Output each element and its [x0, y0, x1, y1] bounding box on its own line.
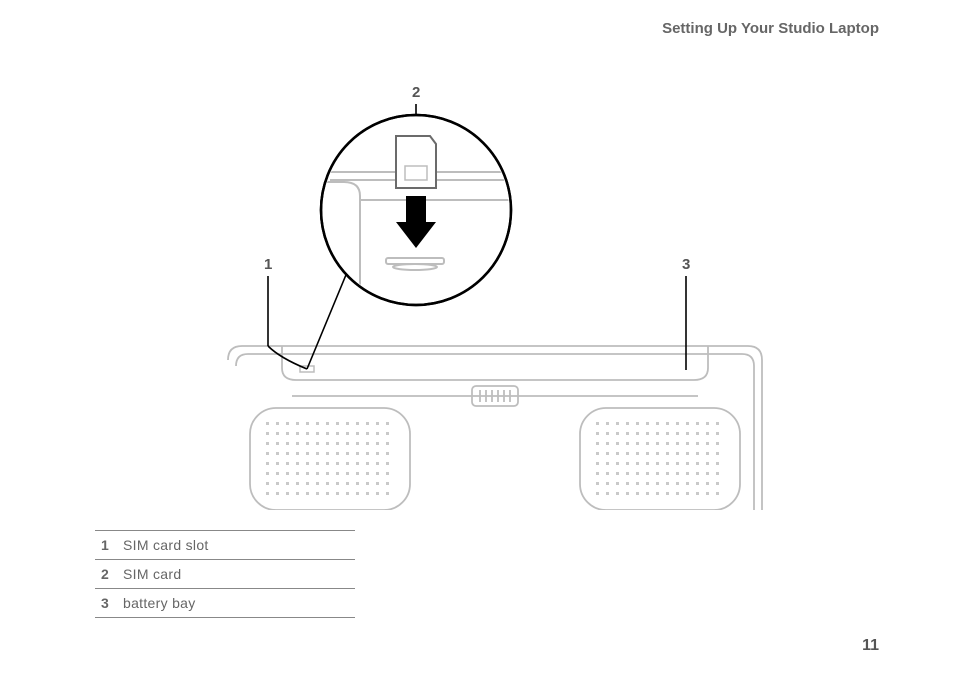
legend-label: SIM card slot	[123, 537, 209, 553]
callout-label-3: 3	[682, 256, 690, 273]
diagram-svg	[210, 70, 780, 510]
vent-dots-right	[596, 422, 719, 495]
callout-label-2: 2	[412, 84, 420, 101]
legend-table: 1 SIM card slot 2 SIM card 3 battery bay	[95, 530, 355, 618]
page-number: 11	[862, 637, 879, 655]
page-header: Setting Up Your Studio Laptop	[662, 20, 879, 37]
laptop-diagram: 1 2 3	[210, 70, 780, 510]
legend-row: 2 SIM card	[95, 559, 355, 588]
vent-dots-left	[266, 422, 389, 495]
legend-num: 2	[101, 566, 123, 582]
callout-label-1: 1	[264, 256, 272, 273]
header-title: Setting Up Your Studio Laptop	[662, 20, 879, 37]
legend-num: 1	[101, 537, 123, 553]
legend-row: 1 SIM card slot	[95, 530, 355, 559]
legend-num: 3	[101, 595, 123, 611]
legend-label: SIM card	[123, 566, 181, 582]
legend-label: battery bay	[123, 595, 196, 611]
legend-row: 3 battery bay	[95, 588, 355, 618]
